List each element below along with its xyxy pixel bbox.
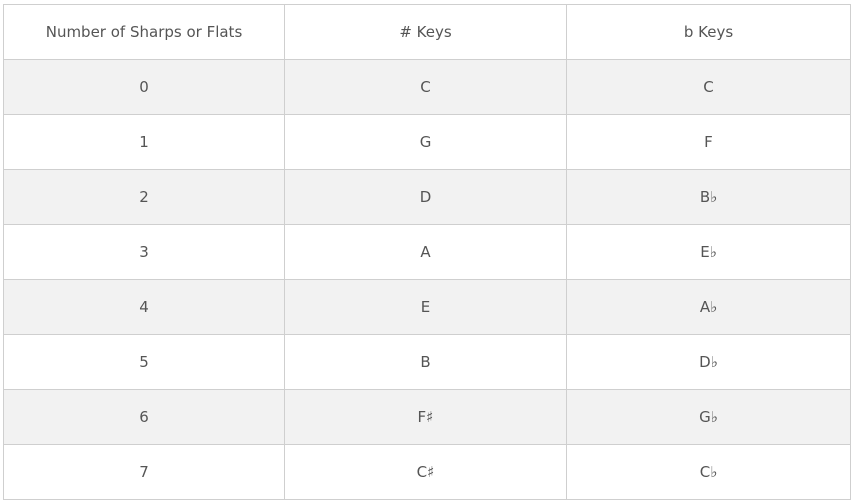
table-cell: B xyxy=(284,334,567,390)
table-cell: E♭ xyxy=(566,224,851,280)
table-cell: A xyxy=(284,224,567,280)
table-cell: C xyxy=(284,59,567,115)
table-cell: 3 xyxy=(3,224,285,280)
table-cell: 5 xyxy=(3,334,285,390)
table-row: 2 D B♭ xyxy=(3,169,851,225)
header-row: Number of Sharps or Flats # Keys b Keys xyxy=(3,4,851,60)
header-cell: # Keys xyxy=(284,4,567,60)
header-cell: Number of Sharps or Flats xyxy=(3,4,285,60)
table-cell: C xyxy=(566,59,851,115)
table-cell: 1 xyxy=(3,114,285,170)
table-row: 6 F♯ G♭ xyxy=(3,389,851,445)
table-cell: D xyxy=(284,169,567,225)
table-header: Number of Sharps or Flats # Keys b Keys xyxy=(3,4,851,60)
table-cell: 0 xyxy=(3,59,285,115)
table-cell: C♭ xyxy=(566,444,851,500)
table-cell: A♭ xyxy=(566,279,851,335)
table-row: 4 E A♭ xyxy=(3,279,851,335)
table-cell: 7 xyxy=(3,444,285,500)
table-cell: E xyxy=(284,279,567,335)
table-cell: G xyxy=(284,114,567,170)
table-row: 7 C♯ C♭ xyxy=(3,444,851,500)
table-row: 3 A E♭ xyxy=(3,224,851,280)
table-body: 0 C C 1 G F 2 D B♭ 3 A E♭ 4 E A♭ 5 B D♭ 6 F♯ G♭ 7 C♯ C♭ xyxy=(3,59,851,500)
header-cell: b Keys xyxy=(566,4,851,60)
table-cell: G♭ xyxy=(566,389,851,445)
table-cell: 4 xyxy=(3,279,285,335)
table-cell: C♯ xyxy=(284,444,567,500)
table-cell: F xyxy=(566,114,851,170)
table-row: 5 B D♭ xyxy=(3,334,851,390)
table-cell: B♭ xyxy=(566,169,851,225)
table-cell: D♭ xyxy=(566,334,851,390)
table-cell: F♯ xyxy=(284,389,567,445)
table-cell: 6 xyxy=(3,389,285,445)
table-cell: 2 xyxy=(3,169,285,225)
